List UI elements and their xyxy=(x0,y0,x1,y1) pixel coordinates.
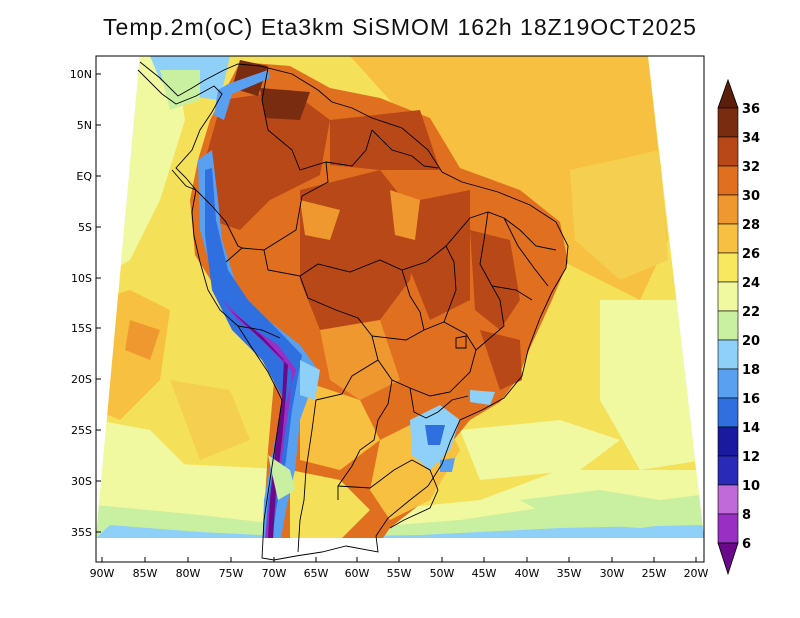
lat-label-5n: 5N xyxy=(77,119,92,132)
lon-label-50w: 50W xyxy=(430,567,455,580)
colorbar-label-14: 14 xyxy=(742,421,760,436)
colorbar-label-12: 12 xyxy=(742,450,760,465)
lat-label-25s: 25S xyxy=(71,424,92,437)
lat-label-20s: 20S xyxy=(71,373,92,386)
coastline xyxy=(137,61,569,561)
lat-label-5s: 5S xyxy=(78,221,92,234)
lat-label-10s: 10S xyxy=(71,272,92,285)
lat-label-eq: EQ xyxy=(76,170,92,183)
colorbar-swatch-6-8 xyxy=(717,513,739,544)
colorbar-label-32: 32 xyxy=(742,160,760,175)
lon-label-45w: 45W xyxy=(472,567,497,580)
colorbar-min-arrow xyxy=(717,542,739,576)
colorbar-swatch-12-14 xyxy=(717,426,739,457)
colorbar-swatch-18-20 xyxy=(717,339,739,370)
colorbar-swatch-26-28 xyxy=(717,223,739,254)
lon-label-75w: 75W xyxy=(219,567,244,580)
colorbar-swatch-22-24 xyxy=(717,281,739,312)
colorbar-swatch-14-16 xyxy=(717,397,739,428)
lon-label-60w: 60W xyxy=(345,567,370,580)
country-boundaries xyxy=(137,61,569,561)
colorbar-label-20: 20 xyxy=(742,334,760,349)
colorbar-label-24: 24 xyxy=(742,276,760,291)
colorbar-label-36: 36 xyxy=(742,102,760,117)
colorbar-label-28: 28 xyxy=(742,218,760,233)
plot-frame xyxy=(95,55,705,563)
lon-label-25w: 25W xyxy=(642,567,667,580)
lat-label-15s: 15S xyxy=(71,322,92,335)
lon-label-35w: 35W xyxy=(557,567,582,580)
colorbar-max-arrow xyxy=(717,78,739,109)
lat-label-30s: 30S xyxy=(71,475,92,488)
colorbar-label-8: 8 xyxy=(742,508,751,523)
colorbar-swatch-32-34 xyxy=(717,136,739,167)
colorbar-label-16: 16 xyxy=(742,392,760,407)
lon-label-80w: 80W xyxy=(176,567,201,580)
colorbar-swatch-30-32 xyxy=(717,165,739,196)
lon-label-40w: 40W xyxy=(515,567,540,580)
colorbar-swatch-24-26 xyxy=(717,252,739,283)
lon-label-65w: 65W xyxy=(304,567,329,580)
temperature-field xyxy=(96,56,704,538)
lon-label-30w: 30W xyxy=(600,567,625,580)
lon-label-20w: 20W xyxy=(684,567,709,580)
longitude-axis: 90W 85W 80W 75W 70W 65W 60W 55W 50W 45W … xyxy=(90,557,709,580)
lon-label-85w: 85W xyxy=(133,567,158,580)
colorbar: 36 34 32 30 28 26 24 22 20 18 16 14 12 1… xyxy=(717,78,760,576)
lon-label-55w: 55W xyxy=(387,567,412,580)
colorbar-label-34: 34 xyxy=(742,131,760,146)
lat-label-35s: 35S xyxy=(71,526,92,539)
lat-label-10n: 10N xyxy=(70,68,92,81)
colorbar-swatch-16-18 xyxy=(717,368,739,399)
latitude-axis: 10N 5N EQ 5S 10S 15S 20S 25S 30S 35S xyxy=(70,68,101,539)
colorbar-label-10: 10 xyxy=(742,479,760,494)
colorbar-swatch-10-12 xyxy=(717,455,739,486)
map-title: Temp.2m(oC) Eta3km SiSMOM 162h 18Z19OCT2… xyxy=(103,14,697,40)
colorbar-label-30: 30 xyxy=(742,189,760,204)
colorbar-label-22: 22 xyxy=(742,305,760,320)
colorbar-label-26: 26 xyxy=(742,247,760,262)
lon-label-70w: 70W xyxy=(262,567,287,580)
colorbar-label-18: 18 xyxy=(742,363,760,378)
colorbar-swatch-8-10 xyxy=(717,484,739,515)
lon-label-90w: 90W xyxy=(90,567,115,580)
colorbar-swatch-20-22 xyxy=(717,310,739,341)
colorbar-swatch-28-30 xyxy=(717,194,739,225)
colorbar-label-6: 6 xyxy=(742,537,751,552)
colorbar-swatch-34-36 xyxy=(717,107,739,138)
